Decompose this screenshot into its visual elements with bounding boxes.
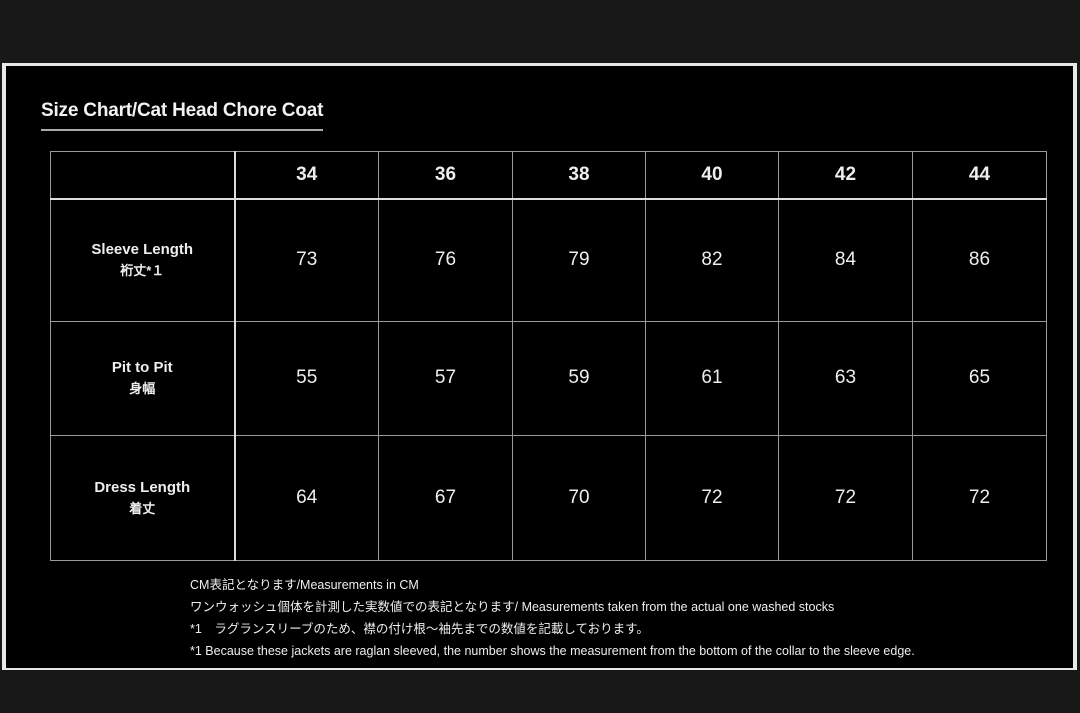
row-label-jp: 裄丈*１	[120, 263, 165, 279]
corner-cell	[50, 151, 236, 200]
size-header: 38	[512, 151, 646, 200]
cell: 57	[378, 320, 513, 436]
notes: CM表記となります/Measurements in CM ワンウォッシュ個体を計…	[190, 574, 915, 662]
cell: 79	[512, 198, 646, 322]
cell: 72	[778, 434, 913, 561]
cell: 86	[912, 198, 1047, 322]
table-row: Sleeve Length 裄丈*１ 73 76 79 82 84 86	[50, 198, 1047, 322]
cell: 82	[645, 198, 779, 322]
size-header: 40	[645, 151, 779, 200]
row-header: Dress Length 着丈	[50, 434, 236, 561]
size-header: 36	[378, 151, 513, 200]
title-underline	[41, 129, 323, 131]
size-header: 34	[234, 151, 379, 200]
row-label-jp: 身幅	[129, 381, 156, 396]
table-row: Dress Length 着丈 64 67 70 72 72 72	[50, 434, 1047, 561]
cell: 67	[378, 434, 513, 561]
row-header: Pit to Pit 身幅	[50, 320, 236, 436]
cell: 59	[512, 320, 646, 436]
row-label: Sleeve Length	[91, 241, 194, 259]
note: *1 ラグランスリーブのため、襟の付け根〜袖先までの数値を記載しております。	[190, 622, 649, 636]
note: ワンウォッシュ個体を計測した実数値での表記となります/ Measurements…	[190, 600, 835, 614]
row-label-jp: 着丈	[129, 500, 156, 516]
row-label: Dress Length	[94, 478, 191, 496]
cell: 65	[912, 320, 1047, 436]
note: *1 Because these jackets are raglan slee…	[190, 644, 915, 658]
cell: 73	[234, 198, 379, 322]
note: CM表記となります/Measurements in CM	[190, 578, 419, 592]
cell: 70	[512, 434, 646, 561]
cell: 84	[778, 198, 913, 322]
row-label: Pit to Pit	[111, 359, 173, 376]
cell: 72	[912, 434, 1047, 561]
size-table: 34 36 38 40 42 44 Sleeve Length 裄丈*１ 73 7…	[50, 151, 1047, 561]
row-header: Sleeve Length 裄丈*１	[50, 198, 236, 322]
cell: 76	[378, 198, 513, 322]
size-header-row: 34 36 38 40 42 44	[50, 151, 1047, 200]
cell: 64	[234, 434, 379, 561]
table-row: Pit to Pit 身幅 55 57 59 61 63 65	[50, 320, 1047, 436]
cell: 55	[234, 320, 379, 436]
size-header: 44	[912, 151, 1047, 200]
cell: 72	[645, 434, 779, 561]
size-header: 42	[778, 151, 913, 200]
cell: 61	[645, 320, 779, 436]
cell: 63	[778, 320, 913, 436]
chart-title: Size Chart/Cat Head Chore Coat	[41, 100, 324, 121]
